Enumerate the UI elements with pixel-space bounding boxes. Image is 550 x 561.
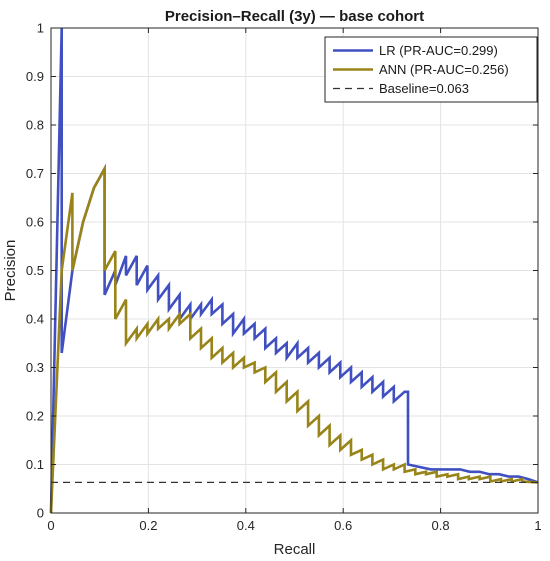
y-tick-label: 0.9	[26, 69, 44, 84]
y-tick-label: 0	[37, 506, 44, 521]
x-tick-label: 0.2	[139, 518, 157, 533]
y-tick-label: 0.1	[26, 457, 44, 472]
x-tick-label: 1	[534, 518, 541, 533]
y-tick-label: 1	[37, 21, 44, 36]
y-axis-label: Precision	[2, 240, 19, 302]
y-tick-label: 0.8	[26, 118, 44, 133]
y-tick-label: 0.4	[26, 312, 44, 327]
tick-layer: 0 0.2 0.4 0.6 0.8 1 0 0.1 0.2 0.3 0.4 0.5 0.6 0.7 0.8 0…	[26, 21, 542, 534]
legend-label-0: LR (PR-AUC=0.299)	[379, 43, 498, 58]
x-tick-label: 0	[47, 518, 54, 533]
series-line-1	[49, 163, 539, 514]
x-axis-label: Recall	[274, 541, 316, 558]
y-tick-label: 0.6	[26, 215, 44, 230]
legend-label-1: ANN (PR-AUC=0.256)	[379, 62, 509, 77]
x-tick-label: 0.6	[334, 518, 352, 533]
y-tick-label: 0.7	[26, 166, 44, 181]
series-line-0	[49, 27, 539, 514]
legend: LR (PR-AUC=0.299) ANN (PR-AUC=0.256) Basel…	[324, 36, 538, 103]
y-tick-label: 0.3	[26, 360, 44, 375]
y-tick-label: 0.5	[26, 263, 44, 278]
chart-title: Precision–Recall (3y) — base cohort	[165, 8, 424, 25]
x-tick-label: 0.8	[432, 518, 450, 533]
legend-label-2: Baseline=0.063	[379, 81, 469, 96]
series-layer	[49, 27, 539, 514]
y-tick-label: 0.2	[26, 409, 44, 424]
x-tick-label: 0.4	[237, 518, 255, 533]
